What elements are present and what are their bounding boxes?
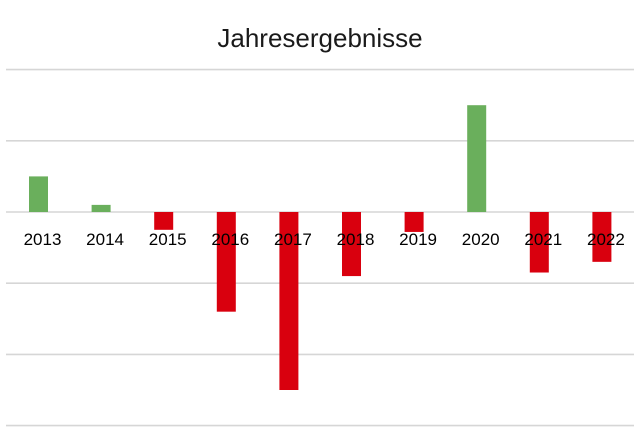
bar-2015 xyxy=(154,212,174,230)
chart-title: Jahresergebnisse xyxy=(217,23,422,53)
bar-2016 xyxy=(216,212,236,312)
bar-2013 xyxy=(29,176,48,212)
x-tick-label-2015: 2015 xyxy=(149,230,187,249)
x-tick-label-2018: 2018 xyxy=(337,230,375,249)
bar-2018 xyxy=(342,212,361,277)
bar-2021 xyxy=(529,212,549,273)
bar-2022 xyxy=(592,212,612,262)
gridlines xyxy=(6,68,634,427)
bar-2019 xyxy=(404,212,424,232)
bars xyxy=(29,105,612,390)
x-tick-label-2022: 2022 xyxy=(587,230,625,249)
x-tick-label-2020: 2020 xyxy=(462,230,500,249)
x-tick-label-2014: 2014 xyxy=(86,230,124,249)
x-tick-label-2021: 2021 xyxy=(524,230,562,249)
x-tick-label-2017: 2017 xyxy=(274,230,312,249)
bar-2014 xyxy=(91,204,111,212)
x-tick-label-2019: 2019 xyxy=(399,230,437,249)
category-labels: 2013 2014 2015 2016 2017 2018 2019 2020 2021 2022 xyxy=(24,230,625,249)
x-tick-label-2013: 2013 xyxy=(24,230,62,249)
bar-2017 xyxy=(279,212,299,390)
x-tick-label-2016: 2016 xyxy=(211,230,249,249)
bar-2020 xyxy=(467,105,487,212)
